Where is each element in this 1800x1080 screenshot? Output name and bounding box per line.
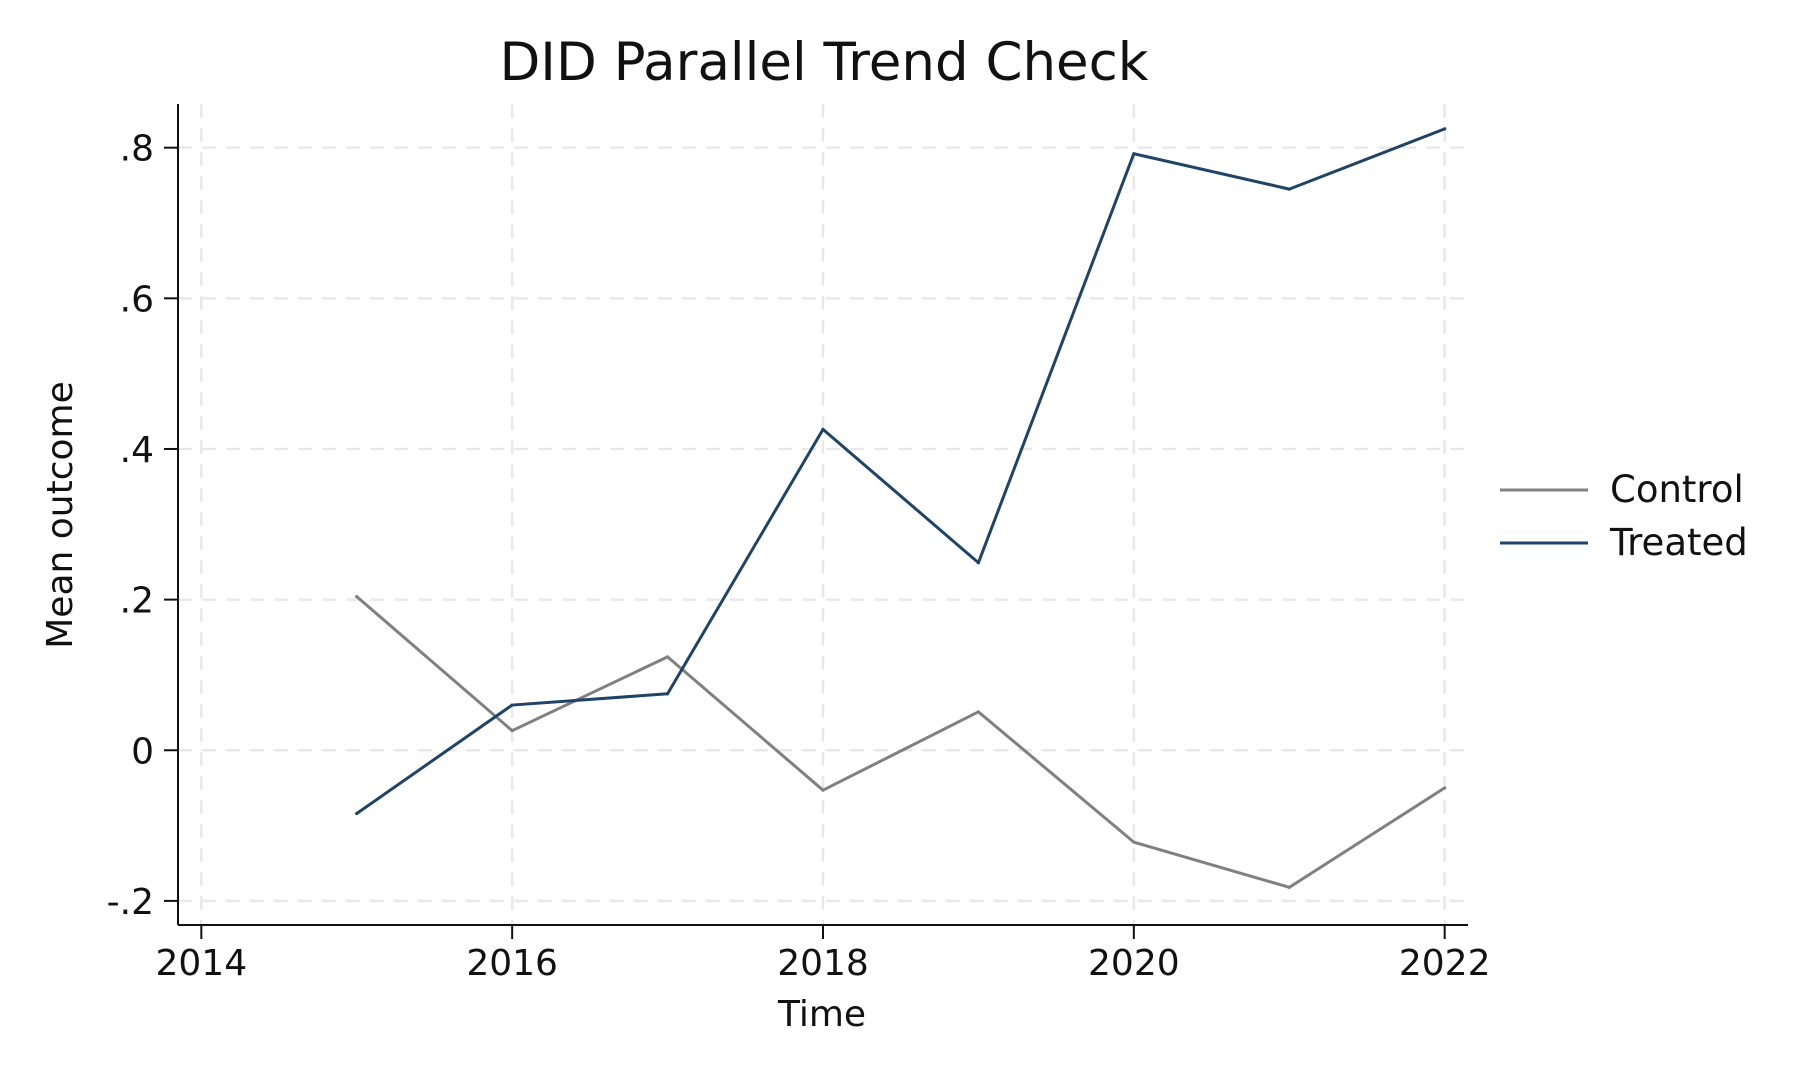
series-layer <box>355 127 1447 889</box>
y-tick-label: .4 <box>120 430 154 471</box>
treated-point <box>510 703 514 707</box>
treated-point <box>665 692 670 696</box>
legend-label-treated: Treated <box>1609 521 1748 564</box>
control-point <box>665 655 670 659</box>
control-point <box>976 710 981 714</box>
treated-point <box>355 811 359 816</box>
y-tick-label: 0 <box>131 731 154 772</box>
y-axis-label: Mean outcome <box>40 381 81 649</box>
y-tick-label: .8 <box>120 129 154 170</box>
treated-point <box>1287 187 1291 191</box>
control-point <box>821 788 825 792</box>
x-tick-label: 2018 <box>777 943 869 984</box>
x-tick-label: 2020 <box>1088 943 1180 984</box>
control-point <box>1443 786 1447 790</box>
control-point <box>1287 885 1291 889</box>
legend-label-control: Control <box>1610 468 1744 511</box>
series-line-control <box>355 595 1447 889</box>
chart-title: DID Parallel Trend Check <box>500 32 1149 93</box>
treated-point <box>976 561 981 565</box>
control-point <box>1132 840 1136 844</box>
ticks-layer: 2014 2016 2018 2020 2022 -.2 0 .2 .4 .6 .8 <box>107 129 1491 984</box>
treated-point <box>1443 127 1447 131</box>
control-point <box>355 595 359 599</box>
x-axis-label: Time <box>777 994 866 1035</box>
series-line-treated <box>355 127 1447 816</box>
x-tick-label: 2014 <box>156 943 248 984</box>
x-tick-label: 2016 <box>466 943 558 984</box>
treated-point <box>1132 152 1136 156</box>
y-tick-label: .6 <box>120 279 154 320</box>
treated-point <box>821 427 825 431</box>
x-tick-label: 2022 <box>1399 943 1491 984</box>
legend: Control Treated <box>1500 468 1748 564</box>
y-tick-label: -.2 <box>107 882 154 923</box>
y-tick-label: .2 <box>120 581 154 622</box>
control-point <box>510 729 514 733</box>
